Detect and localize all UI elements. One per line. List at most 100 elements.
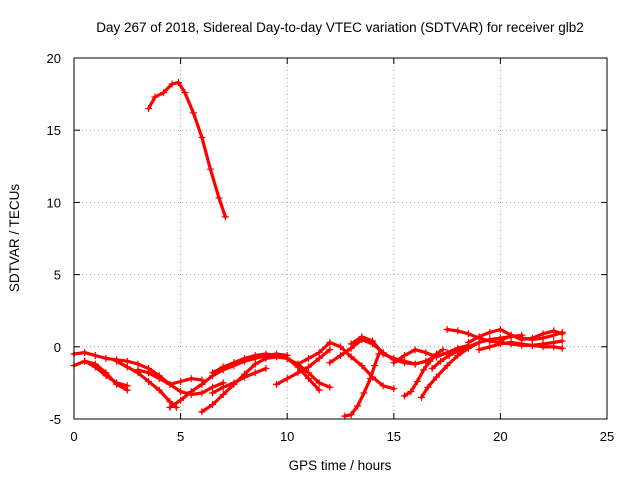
x-tick-label: 15 [387, 429, 401, 444]
data-point [407, 388, 415, 396]
data-point [262, 350, 270, 358]
data-point [496, 337, 504, 345]
x-tick-label: 5 [177, 429, 184, 444]
data-point [379, 382, 387, 390]
data-point [326, 359, 334, 367]
data-point [366, 375, 374, 383]
series-arc-4 [113, 357, 180, 411]
series-line [274, 348, 332, 386]
data-point [528, 334, 536, 342]
data-point [172, 403, 180, 411]
data-point [168, 80, 176, 88]
data-point [347, 340, 355, 348]
data-point [166, 380, 174, 388]
data-point [347, 411, 355, 419]
data-point [187, 388, 195, 396]
data-point [215, 194, 223, 202]
x-axis-title: GPS time / hours [289, 458, 392, 473]
data-point [422, 349, 430, 357]
data-point [155, 386, 163, 394]
data-point [496, 325, 504, 333]
data-point [155, 375, 163, 383]
data-point [558, 330, 566, 338]
series-arc-high [145, 79, 229, 221]
data-point [206, 165, 214, 173]
data-point [209, 401, 217, 409]
data-point [432, 373, 440, 381]
data-point [379, 350, 387, 358]
data-point [454, 347, 462, 355]
series-arc-3 [81, 357, 131, 390]
data-point [443, 362, 451, 370]
gridlines [74, 58, 607, 419]
data-point [418, 393, 426, 401]
data-point [400, 351, 408, 359]
chart-title: Day 267 of 2018, Sidereal Day-to-day VTE… [96, 20, 583, 35]
data-point [341, 412, 349, 420]
data-point [360, 389, 368, 397]
data-point [294, 369, 302, 377]
series-arc-5 [134, 366, 206, 388]
data-point [123, 382, 131, 390]
data-point [454, 327, 462, 335]
data-point [177, 377, 185, 385]
data-point [507, 338, 515, 346]
data-point [428, 364, 436, 372]
data-point [262, 364, 270, 372]
series-arc-13 [341, 350, 383, 420]
data-point [326, 383, 334, 391]
data-point [198, 408, 206, 416]
data-point [219, 383, 227, 391]
data-point [251, 360, 259, 368]
data-point [413, 377, 421, 385]
data-point [113, 379, 121, 387]
tick-labels: 0 5 10 15 20 25 -5 0 5 10 15 20 [47, 51, 615, 444]
series-line [392, 343, 470, 365]
data-point [439, 346, 447, 354]
data-point [507, 331, 515, 339]
series-line [211, 366, 268, 395]
data-point [198, 389, 206, 397]
plot-frame [73, 57, 608, 420]
data-point [550, 343, 558, 351]
data-point [145, 369, 153, 377]
data-point [354, 402, 362, 410]
y-tick-label: 10 [47, 195, 61, 210]
data-point [91, 351, 99, 359]
data-point [273, 380, 281, 388]
data-point [134, 366, 142, 374]
data-point [443, 325, 451, 333]
data-point [326, 346, 334, 354]
data-point [558, 337, 566, 345]
data-point [420, 366, 428, 374]
x-tick-label: 20 [493, 429, 507, 444]
data-point [539, 343, 547, 351]
data-point [113, 357, 121, 365]
y-tick-label: 20 [47, 51, 61, 66]
series-arc-16 [400, 346, 447, 400]
axis-ticks [73, 57, 608, 420]
data-point [305, 354, 313, 362]
data-point [273, 351, 281, 359]
data-point [550, 327, 558, 335]
data-point [283, 375, 291, 383]
data-point [432, 350, 440, 358]
data-point [251, 369, 259, 377]
data-point [368, 337, 376, 345]
series-arc-22 [496, 327, 566, 345]
data-point [251, 351, 259, 359]
data-series [70, 79, 566, 420]
data-point [145, 377, 153, 385]
y-tick-label: -5 [49, 412, 61, 427]
data-point [166, 403, 174, 411]
data-point [315, 349, 323, 357]
data-point [315, 386, 323, 394]
y-tick-label: 15 [47, 123, 61, 138]
data-point [371, 362, 379, 370]
data-point [219, 390, 227, 398]
data-point [464, 338, 472, 346]
data-point [475, 346, 483, 354]
series-line [72, 359, 129, 392]
y-tick-label: 5 [54, 268, 61, 283]
data-point [337, 343, 344, 351]
